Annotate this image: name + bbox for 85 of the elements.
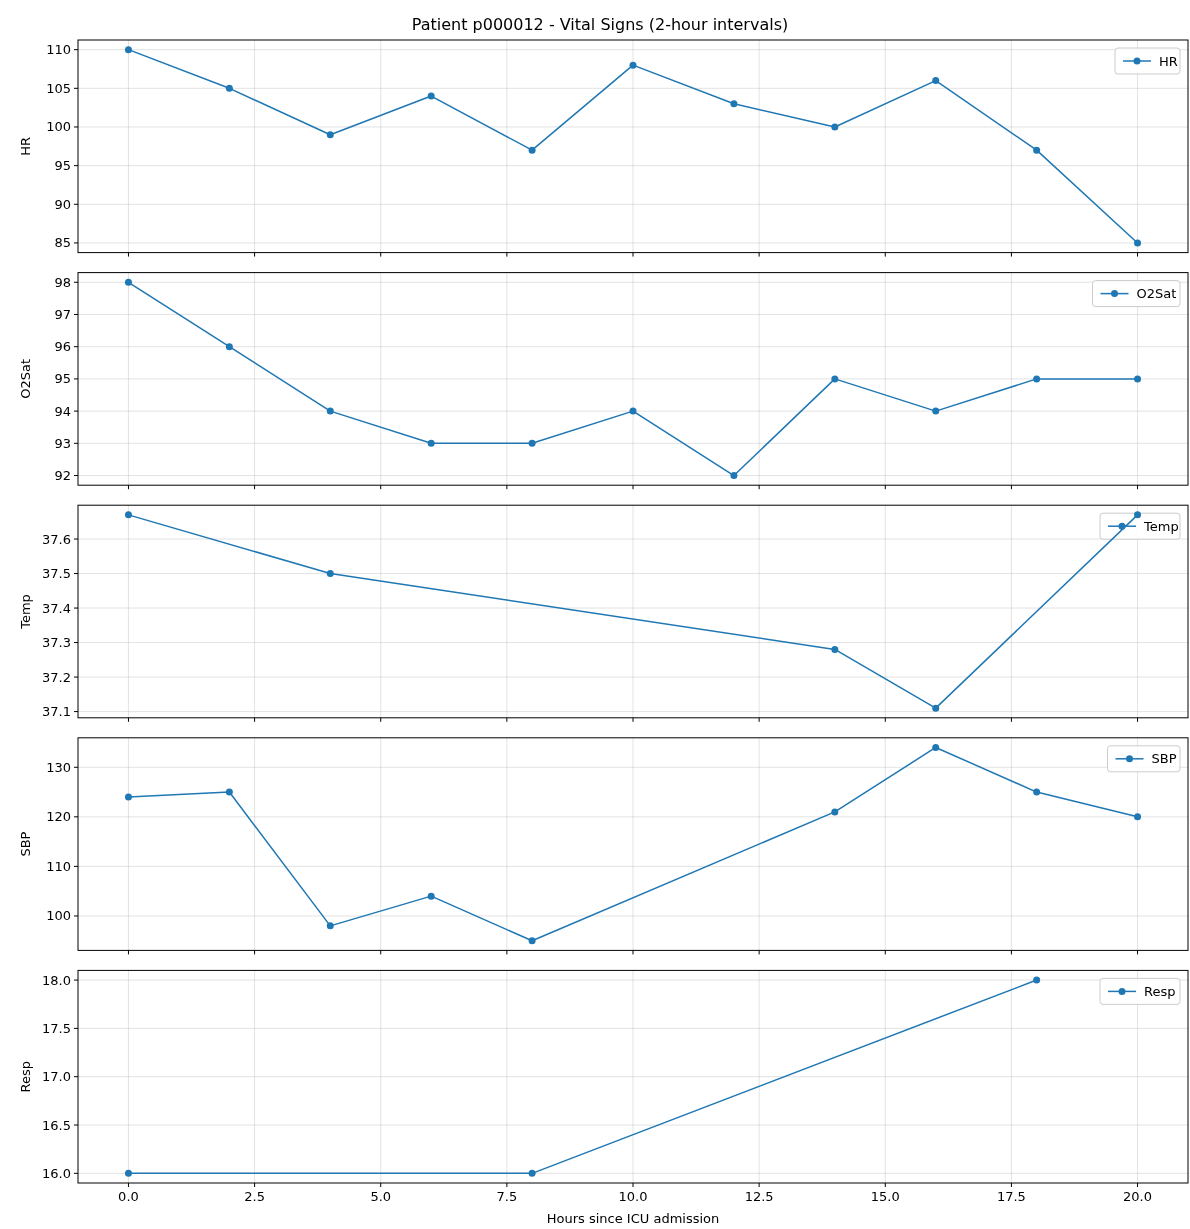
point — [427, 92, 435, 100]
y-axis-title: HR — [18, 136, 33, 156]
point — [225, 788, 233, 796]
x-tick-label: 5.0 — [370, 1189, 392, 1204]
x-tick-label: 17.5 — [996, 1189, 1026, 1204]
point — [124, 793, 132, 801]
point — [124, 511, 132, 519]
point — [629, 61, 637, 69]
point — [225, 84, 233, 92]
y-tick-label: 110 — [46, 858, 71, 874]
point — [528, 146, 536, 154]
y-tick-label: 130 — [46, 759, 71, 775]
legend-label: Temp — [1143, 518, 1179, 534]
y-tick-label: 95 — [54, 158, 71, 174]
y-tick-label: 120 — [46, 809, 71, 825]
legend-label: HR — [1159, 53, 1178, 69]
point — [1033, 146, 1041, 154]
point — [932, 704, 940, 712]
point — [124, 278, 132, 286]
point — [326, 922, 334, 930]
y-tick-label: 96 — [54, 339, 71, 355]
x-tick-label: 15.0 — [870, 1189, 900, 1204]
x-tick-label: 0.0 — [118, 1189, 139, 1204]
point — [1033, 375, 1041, 383]
y-axis-title: SBP — [18, 831, 33, 857]
point — [326, 407, 334, 415]
y-tick-label: 37.4 — [42, 600, 71, 616]
y-tick-label: 90 — [54, 196, 71, 212]
x-axis-title: Hours since ICU admission — [546, 1211, 720, 1226]
y-tick-label: 37.6 — [42, 531, 71, 547]
point — [831, 375, 839, 383]
y-tick-label: 100 — [46, 908, 71, 924]
y-tick-label: 16.0 — [42, 1165, 71, 1181]
y-axis-title: Temp — [18, 594, 33, 630]
point — [225, 343, 233, 351]
point — [831, 808, 839, 816]
point — [326, 570, 334, 578]
chart-title: Patient p000012 - Vital Signs (2-hour intervals) — [411, 15, 789, 34]
y-tick-label: 93 — [54, 435, 71, 451]
y-tick-label: 94 — [54, 403, 71, 419]
y-tick-label: 18.0 — [42, 972, 71, 988]
point — [1134, 511, 1142, 519]
x-tick-label: 7.5 — [496, 1189, 518, 1204]
point — [629, 407, 637, 415]
y-tick-label: 85 — [54, 235, 71, 251]
y-tick-label: 100 — [46, 119, 71, 135]
y-tick-label: 37.2 — [42, 669, 71, 685]
y-tick-label: 92 — [54, 468, 71, 484]
y-tick-label: 37.5 — [42, 566, 71, 582]
point — [730, 472, 738, 480]
y-tick-label: 37.3 — [42, 635, 71, 651]
point — [326, 131, 334, 139]
y-axis-title: O2Sat — [18, 358, 33, 399]
y-tick-label: 37.1 — [42, 704, 71, 720]
y-tick-label: 17.5 — [42, 1020, 71, 1036]
point — [1134, 813, 1142, 821]
y-tick-label: 97 — [54, 306, 71, 322]
point — [831, 123, 839, 131]
x-tick-label: 12.5 — [744, 1189, 774, 1204]
y-tick-label: 16.5 — [42, 1117, 71, 1133]
legend-label: O2Sat — [1136, 286, 1177, 302]
point — [124, 46, 132, 54]
point — [528, 937, 536, 945]
point — [427, 439, 435, 447]
point — [427, 892, 435, 900]
legend-label: Resp — [1144, 983, 1176, 999]
y-tick-label: 17.0 — [42, 1069, 71, 1085]
x-tick-label: 2.5 — [244, 1189, 265, 1204]
point — [730, 100, 738, 108]
x-tick-label: 10.0 — [618, 1189, 648, 1204]
point — [1033, 788, 1041, 796]
y-tick-label: 105 — [46, 80, 71, 96]
y-tick-label: 98 — [54, 274, 71, 290]
point — [1134, 375, 1142, 383]
x-tick-label: 20.0 — [1123, 1189, 1153, 1204]
legend-label: SBP — [1151, 751, 1177, 767]
point — [932, 407, 940, 415]
point — [831, 645, 839, 653]
point — [528, 439, 536, 447]
point — [932, 77, 940, 85]
point — [1134, 239, 1142, 247]
y-tick-label: 95 — [54, 371, 71, 387]
point — [932, 743, 940, 751]
y-axis-title: Resp — [18, 1060, 33, 1093]
y-tick-label: 110 — [46, 42, 71, 58]
